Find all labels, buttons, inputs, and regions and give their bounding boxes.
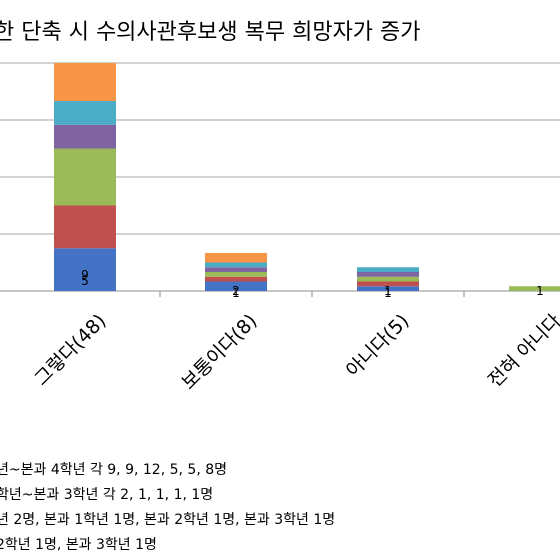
bar-segment (54, 124, 116, 149)
category-labels: 그렇다(48) 보통이다(8) 아니다(5) 전혀 아니다 (30, 310, 560, 394)
category-label: 그렇다(48) (30, 310, 110, 390)
bar-segment (205, 253, 267, 263)
bar-segment (54, 248, 116, 291)
bar-segment (509, 286, 560, 291)
footnote-line: 학년~본과 3학년 각 2, 1, 1, 1, 1명 (0, 487, 214, 503)
bars (54, 63, 560, 291)
bar-segment (54, 101, 116, 125)
footnote-line: 2학년 1명, 본과 3학년 1명 (0, 537, 157, 553)
bar-segment (357, 272, 419, 277)
footnotes: 년~본과 4학년 각 9, 9, 12, 5, 5, 8명 학년~본과 3학년 … (0, 458, 335, 558)
data-label: 9 (81, 268, 89, 282)
data-label: 1 (536, 284, 544, 298)
bar-segment (357, 281, 419, 287)
bar-segment (205, 267, 267, 272)
bar-segment (357, 267, 419, 272)
bar-segment (205, 262, 267, 268)
category-label: 아니다(5) (342, 310, 414, 382)
footnote-line: 년 2명, 본과 1학년 1명, 본과 2학년 1명, 본과 3학년 1명 (0, 512, 336, 528)
bar-segment (357, 286, 419, 291)
data-label: 1 (384, 286, 392, 300)
bar-segment (205, 272, 267, 277)
category-label: 보통이다(8) (178, 310, 262, 394)
bar-segment (205, 276, 267, 282)
bar-segment (54, 205, 116, 249)
bar-segment (54, 148, 116, 206)
data-label: 1 (232, 286, 240, 300)
bar-segment (54, 63, 116, 101)
bar-segment (357, 276, 419, 282)
chart-title: 한 단축 시 수의사관후보생 복무 희망자가 증가 (0, 20, 421, 45)
data-label: 2 (232, 284, 240, 298)
bar-segment (205, 281, 267, 291)
data-label: 1 (384, 284, 392, 298)
footnote-line: 년~본과 4학년 각 9, 9, 12, 5, 5, 8명 (0, 462, 228, 478)
category-label: 전혀 아니다 (484, 310, 560, 392)
data-label: 5 (81, 274, 89, 288)
